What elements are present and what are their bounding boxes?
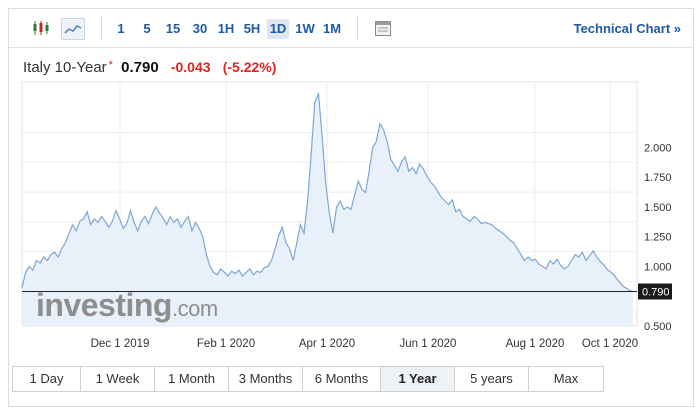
- x-tick-label: Jun 1 2020: [400, 338, 457, 350]
- series-area-fill: [22, 93, 633, 327]
- range-6-months[interactable]: 6 Months: [303, 367, 381, 391]
- period-1w[interactable]: 1W: [295, 21, 315, 36]
- chart-toolbar: 1 5 15 30 1H 5H 1D 1W 1M Technical Chart…: [9, 9, 693, 48]
- x-tick-label: Feb 1 2020: [197, 338, 255, 350]
- range-1-year[interactable]: 1 Year: [381, 367, 455, 391]
- period-5[interactable]: 5: [143, 21, 151, 36]
- x-tick-label: Apr 1 2020: [299, 338, 355, 350]
- range-3-months[interactable]: 3 Months: [229, 367, 303, 391]
- price-change: -0.043: [170, 59, 211, 75]
- y-tick-label: 1.250: [644, 232, 672, 244]
- x-tick-label: Dec 1 2019: [91, 338, 150, 350]
- price-change-percent: (-5.22%): [222, 59, 277, 75]
- y-tick-label: 0.500: [644, 321, 672, 333]
- period-1[interactable]: 1: [117, 21, 125, 36]
- period-1h[interactable]: 1H: [217, 21, 235, 36]
- period-1m[interactable]: 1M: [322, 21, 342, 36]
- y-tick-label: 1.500: [644, 202, 672, 214]
- range-selector: 1 Day 1 Week 1 Month 3 Months 6 Months 1…: [12, 366, 604, 392]
- x-tick-label: Oct 1 2020: [582, 338, 638, 350]
- investing-watermark-logo: investing.com: [36, 287, 218, 323]
- y-tick-label: 1.750: [644, 172, 672, 184]
- range-1-day[interactable]: 1 Day: [13, 367, 81, 391]
- candlestick-icon[interactable]: [31, 18, 51, 38]
- last-price-badge-label: 0.790: [642, 286, 670, 298]
- period-5h[interactable]: 5H: [243, 21, 261, 36]
- last-price: 0.790: [121, 59, 159, 76]
- period-15[interactable]: 15: [165, 21, 181, 36]
- last-price-badge: [638, 283, 672, 300]
- period-1d[interactable]: 1D: [267, 19, 289, 39]
- x-tick-label: Aug 1 2020: [506, 338, 565, 350]
- range-5-years[interactable]: 5 years: [455, 367, 529, 391]
- toolbar-separator: [101, 17, 102, 39]
- delayed-star-icon: *: [108, 59, 113, 71]
- range-1-week[interactable]: 1 Week: [81, 367, 155, 391]
- y-tick-label: 1.000: [644, 261, 672, 273]
- instrument-name: Italy 10-Year: [23, 59, 107, 76]
- line-chart-icon[interactable]: [61, 18, 85, 40]
- calendar-icon[interactable]: [373, 18, 393, 38]
- range-1-month[interactable]: 1 Month: [155, 367, 229, 391]
- toolbar-separator: [357, 17, 358, 39]
- y-tick-label: 2.000: [644, 142, 672, 154]
- series-line: [21, 91, 634, 293]
- period-30[interactable]: 30: [192, 21, 208, 36]
- technical-chart-link[interactable]: Technical Chart »: [573, 21, 681, 36]
- quote-line: Italy 10-Year * 0.790 -0.043 (-5.22%): [23, 59, 276, 76]
- range-max[interactable]: Max: [529, 367, 603, 391]
